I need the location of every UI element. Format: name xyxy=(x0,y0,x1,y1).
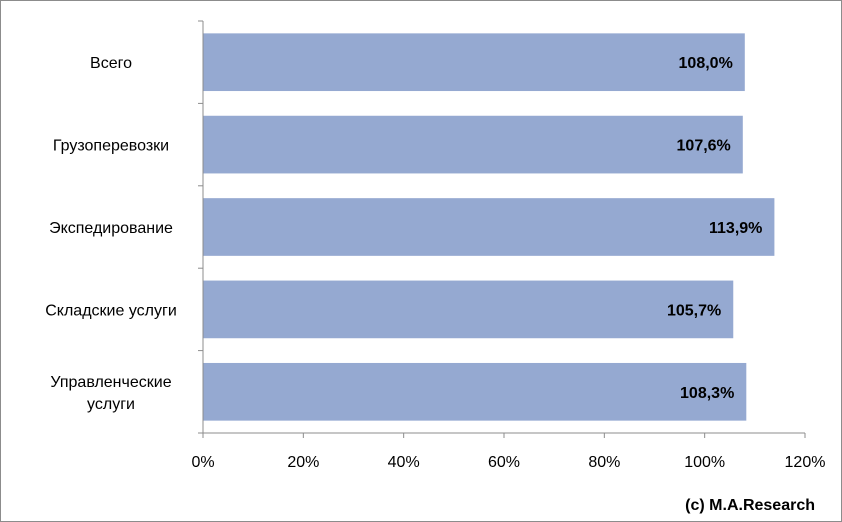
bar-4 xyxy=(203,362,747,421)
bar-3 xyxy=(203,280,734,339)
value-label-4: 108,3% xyxy=(680,385,734,402)
x-tick-label-3: 60% xyxy=(488,454,520,471)
category-label-1: Грузоперевозки xyxy=(53,138,169,155)
bar-1 xyxy=(203,115,743,174)
category-label-0: Всего xyxy=(90,55,132,72)
x-tick-label-0: 0% xyxy=(191,454,214,471)
category-label-3: Складские услуги xyxy=(45,302,177,319)
category-label-4-line-1: услуги xyxy=(87,396,135,413)
x-tick-label-1: 20% xyxy=(287,454,319,471)
value-label-0: 108,0% xyxy=(679,55,733,72)
value-label-2: 113,9% xyxy=(709,220,762,237)
x-tick-label-5: 100% xyxy=(684,454,725,471)
x-tick-label-2: 40% xyxy=(388,454,420,471)
credit-label: (c) M.A.Research xyxy=(685,497,815,514)
bar-2 xyxy=(203,198,775,256)
value-label-1: 107,6% xyxy=(677,138,731,155)
x-tick-label-6: 120% xyxy=(785,454,826,471)
category-label-2: Экспедирование xyxy=(49,220,173,237)
value-label-3: 105,7% xyxy=(667,302,721,319)
x-tick-label-4: 80% xyxy=(588,454,620,471)
category-label-4-line-0: Управленческие xyxy=(50,374,171,391)
bar-0 xyxy=(203,33,745,92)
